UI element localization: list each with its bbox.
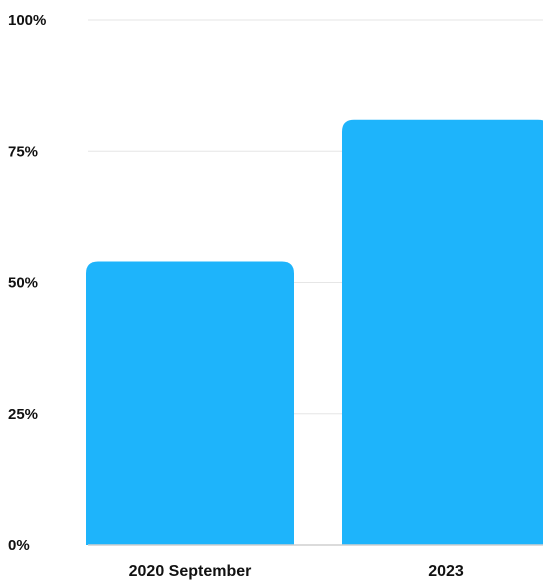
y-tick-label: 50% (8, 275, 38, 292)
bar-2023 (342, 119, 543, 545)
y-tick-label: 75% (8, 143, 38, 160)
y-tick-label: 0% (8, 537, 30, 554)
y-tick-label: 25% (8, 406, 38, 423)
bars (86, 119, 543, 545)
x-tick-label: 2023 (428, 563, 464, 580)
x-tick-labels: 2020 September 2023 (129, 563, 464, 580)
bar-2020-september (86, 261, 294, 545)
y-tick-label: 100% (8, 12, 46, 29)
x-tick-label: 2020 September (129, 563, 252, 580)
y-tick-labels: 0% 25% 50% 75% 100% (8, 12, 46, 554)
